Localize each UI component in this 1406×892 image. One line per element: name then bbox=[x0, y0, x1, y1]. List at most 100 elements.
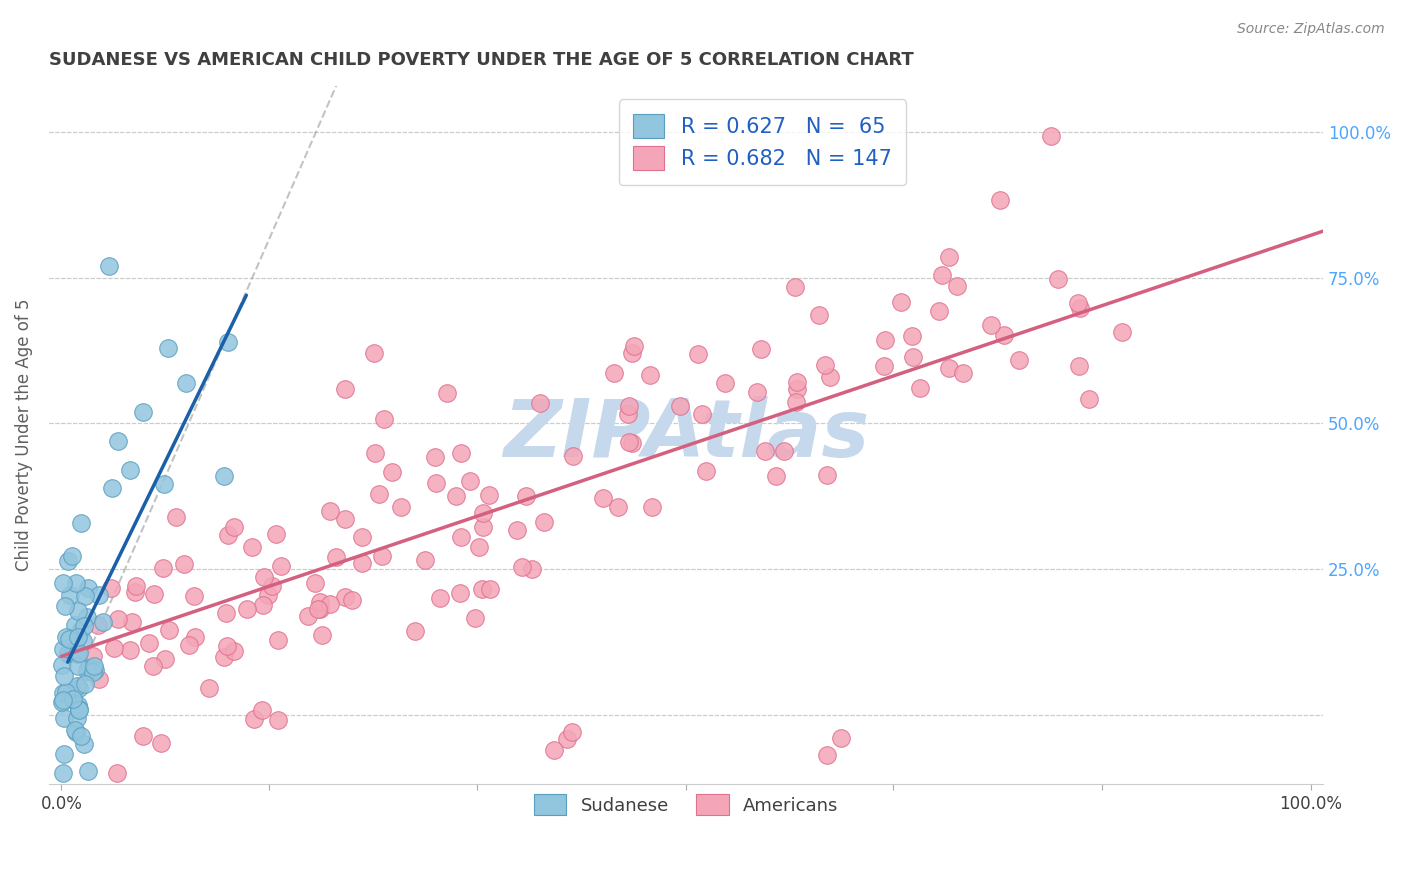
Point bbox=[333, 590, 356, 604]
Point bbox=[1111, 325, 1133, 339]
Point bbox=[620, 346, 643, 360]
Point bbox=[908, 382, 931, 396]
Point bbox=[690, 407, 713, 421]
Point bbox=[621, 436, 644, 450]
Point bbox=[765, 469, 787, 483]
Point bbox=[67, 630, 90, 644]
Point bbox=[58, 632, 80, 646]
Point bbox=[468, 540, 491, 554]
Point bbox=[157, 623, 180, 637]
Point bbox=[82, 648, 104, 663]
Point bbox=[471, 582, 494, 596]
Point bbox=[62, 691, 84, 706]
Point bbox=[350, 530, 373, 544]
Point bbox=[101, 481, 124, 495]
Point bbox=[91, 615, 114, 629]
Point bbox=[786, 375, 808, 389]
Point bbox=[236, 601, 259, 615]
Point bbox=[391, 500, 413, 515]
Text: ZIPAtlas: ZIPAtlas bbox=[503, 396, 869, 474]
Point bbox=[640, 368, 662, 382]
Point bbox=[754, 444, 776, 458]
Point bbox=[713, 376, 735, 390]
Point bbox=[815, 748, 838, 763]
Point bbox=[533, 515, 555, 529]
Point bbox=[173, 557, 195, 571]
Point bbox=[155, 651, 177, 665]
Point bbox=[506, 523, 529, 537]
Point bbox=[103, 641, 125, 656]
Point bbox=[125, 579, 148, 593]
Point bbox=[464, 611, 486, 625]
Point bbox=[52, 765, 75, 780]
Point bbox=[73, 589, 96, 603]
Point bbox=[381, 465, 404, 479]
Point bbox=[143, 587, 166, 601]
Point bbox=[176, 376, 198, 390]
Point bbox=[510, 560, 533, 574]
Point bbox=[58, 647, 80, 661]
Point bbox=[59, 689, 82, 703]
Point bbox=[267, 632, 290, 647]
Point bbox=[84, 663, 107, 677]
Point bbox=[606, 500, 628, 515]
Point bbox=[745, 384, 768, 399]
Point bbox=[51, 658, 73, 673]
Point bbox=[65, 711, 87, 725]
Point bbox=[142, 659, 165, 673]
Point bbox=[450, 446, 472, 460]
Point bbox=[264, 527, 287, 541]
Point bbox=[364, 446, 387, 460]
Point bbox=[617, 407, 640, 421]
Point bbox=[67, 681, 90, 695]
Point bbox=[107, 434, 129, 448]
Point bbox=[52, 693, 75, 707]
Point bbox=[70, 729, 93, 743]
Point bbox=[56, 554, 79, 568]
Point bbox=[946, 279, 969, 293]
Point bbox=[988, 193, 1011, 207]
Point bbox=[153, 477, 176, 491]
Point bbox=[51, 695, 73, 709]
Point bbox=[373, 412, 395, 426]
Point bbox=[132, 729, 155, 743]
Point bbox=[72, 634, 94, 648]
Point bbox=[555, 731, 578, 746]
Point bbox=[695, 464, 717, 478]
Point bbox=[830, 731, 852, 746]
Point bbox=[928, 304, 950, 318]
Point bbox=[786, 382, 808, 396]
Point bbox=[425, 475, 447, 490]
Point bbox=[260, 579, 283, 593]
Point bbox=[184, 630, 207, 644]
Point bbox=[520, 562, 543, 576]
Point bbox=[807, 308, 830, 322]
Point bbox=[458, 474, 481, 488]
Text: SUDANESE VS AMERICAN CHILD POVERTY UNDER THE AGE OF 5 CORRELATION CHART: SUDANESE VS AMERICAN CHILD POVERTY UNDER… bbox=[49, 51, 914, 69]
Point bbox=[938, 361, 960, 376]
Point bbox=[53, 711, 76, 725]
Point bbox=[124, 585, 146, 599]
Point bbox=[368, 487, 391, 501]
Point bbox=[252, 599, 274, 613]
Point bbox=[270, 559, 292, 574]
Point bbox=[1067, 296, 1090, 310]
Y-axis label: Child Poverty Under the Age of 5: Child Poverty Under the Age of 5 bbox=[15, 299, 32, 571]
Point bbox=[83, 658, 105, 673]
Point bbox=[471, 507, 494, 521]
Point bbox=[623, 339, 645, 353]
Point bbox=[89, 588, 111, 602]
Point bbox=[1040, 128, 1063, 143]
Point bbox=[69, 702, 91, 716]
Point bbox=[240, 540, 263, 554]
Point bbox=[529, 396, 551, 410]
Point bbox=[121, 615, 143, 629]
Point bbox=[980, 318, 1002, 332]
Point bbox=[333, 383, 356, 397]
Point bbox=[436, 386, 458, 401]
Point bbox=[105, 765, 128, 780]
Point bbox=[256, 588, 278, 602]
Point bbox=[425, 450, 447, 464]
Point bbox=[267, 713, 290, 727]
Point bbox=[785, 394, 807, 409]
